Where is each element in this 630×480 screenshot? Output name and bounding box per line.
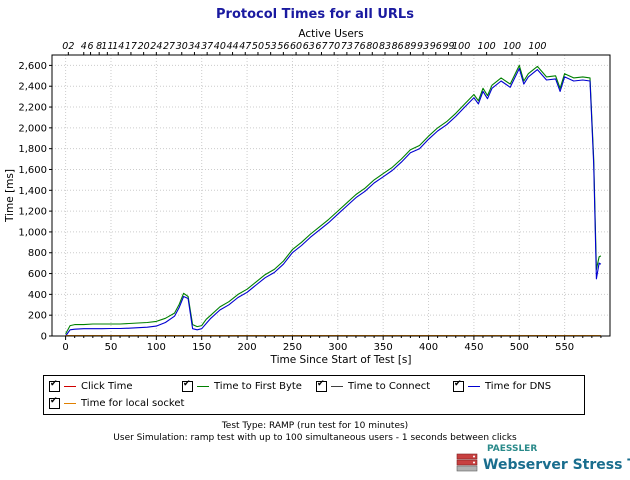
logo-name: Webserver Stress Tool	[483, 457, 630, 473]
swatch-first-byte	[197, 386, 209, 387]
checkbox-first-byte[interactable]	[182, 379, 193, 392]
legend-item-first-byte[interactable]: Time to First Byte	[182, 379, 302, 392]
top-tick-label: 100	[503, 41, 521, 52]
y-axis-label: Time [ms]	[4, 169, 16, 223]
x-tick-label: 0	[62, 342, 68, 353]
top-tick-label: 6	[88, 41, 94, 52]
top-tick-label: 50	[252, 41, 264, 52]
top-tick-label: 30	[176, 41, 188, 52]
top-tick-label: 17	[125, 41, 137, 52]
top-tick-label: 53	[265, 41, 277, 52]
top-tick-label: 86	[392, 41, 404, 52]
top-tick-label: 11	[101, 41, 113, 52]
swatch-dns	[468, 386, 480, 387]
top-tick-label: 100	[528, 41, 546, 52]
y-tick-label: 1,800	[18, 144, 47, 155]
series-line-1	[65, 64, 602, 335]
x-tick-label: 350	[374, 342, 393, 353]
y-tick-label: 1,600	[18, 165, 47, 176]
y-tick-label: 2,200	[18, 103, 47, 114]
top-tick-label: 63	[303, 41, 315, 52]
x-axis-label: Time Since Start of Test [s]	[270, 354, 412, 366]
top-tick-label: 89	[404, 41, 416, 52]
swatch-connect	[331, 386, 343, 387]
top-tick-label: 70	[328, 41, 340, 52]
chart-area: 02004006008001,0001,2001,4001,6001,8002,…	[4, 28, 611, 366]
top-tick-label: 20	[138, 41, 150, 52]
top-tick-label: 40	[214, 41, 226, 52]
top-tick-label: 02	[62, 41, 74, 52]
top-tick-label: 73	[341, 41, 353, 52]
top-tick-label: 83	[379, 41, 391, 52]
checkbox-local-socket[interactable]	[49, 396, 60, 409]
y-tick-label: 2,400	[18, 82, 47, 93]
y-tick-label: 400	[28, 290, 47, 301]
checkbox-connect[interactable]	[316, 379, 327, 392]
top-tick-label: 27	[163, 41, 175, 52]
y-tick-label: 800	[28, 248, 47, 259]
top-tick-label: 100	[452, 41, 470, 52]
x-tick-label: 150	[192, 342, 211, 353]
y-tick-label: 0	[41, 332, 47, 343]
top-tick-label: 67	[315, 41, 327, 52]
legend-item-click-time[interactable]: Click Time	[49, 379, 133, 392]
logo-brand: PAESSLER	[487, 444, 538, 454]
top-tick-label: 93	[417, 41, 429, 52]
top-tick-label: 76	[354, 41, 366, 52]
x-tick-label: 450	[464, 342, 483, 353]
legend-item-local-socket[interactable]: Time for local socket	[49, 396, 185, 409]
y-tick-label: 1,200	[18, 207, 47, 218]
x-tick-label: 100	[147, 342, 166, 353]
top-tick-label: 47	[239, 41, 251, 52]
legend-label-click-time: Click Time	[81, 381, 133, 392]
top-tick-label: 100	[478, 41, 496, 52]
legend-label-dns: Time for DNS	[485, 381, 552, 392]
swatch-click-time	[64, 386, 76, 387]
legend-label-first-byte: Time to First Byte	[214, 381, 302, 392]
legend-item-dns[interactable]: Time for DNS	[453, 379, 552, 392]
top-tick-label: 24	[150, 41, 162, 52]
top-tick-label: 60	[290, 41, 302, 52]
legend-item-connect[interactable]: Time to Connect	[316, 379, 431, 392]
x-tick-label: 50	[105, 342, 118, 353]
legend-label-local-socket: Time for local socket	[81, 398, 185, 409]
top-tick-label: 4	[81, 41, 87, 52]
y-tick-label: 1,000	[18, 227, 47, 238]
top-tick-label: 96	[430, 41, 442, 52]
x-tick-label: 300	[328, 342, 347, 353]
x-tick-label: 550	[555, 342, 574, 353]
top-tick-label: 56	[277, 41, 289, 52]
y-tick-label: 2,000	[18, 123, 47, 134]
top-tick-label: 8	[96, 41, 102, 52]
top-tick-label: 44	[227, 41, 239, 52]
user-simulation-text: User Simulation: ramp test with up to 10…	[113, 433, 517, 443]
checkbox-dns[interactable]	[453, 379, 464, 392]
top-tick-label: 34	[188, 41, 200, 52]
top-tick-label: 37	[201, 41, 213, 52]
x-tick-label: 500	[510, 342, 529, 353]
top-axis-title: Active Users	[298, 28, 363, 40]
x-tick-label: 400	[419, 342, 438, 353]
server-stack-icon	[456, 453, 478, 472]
y-tick-label: 200	[28, 311, 47, 322]
top-tick-label: 80	[366, 41, 378, 52]
plot-frame	[51, 54, 611, 337]
plot-background	[52, 55, 610, 336]
top-tick-label: 14	[112, 41, 124, 52]
chart-title: Protocol Times for all URLs	[216, 7, 414, 22]
series-line-3	[65, 67, 602, 337]
test-type-text: Test Type: RAMP (run test for 10 minutes…	[221, 421, 409, 431]
swatch-local-socket	[64, 403, 76, 404]
y-tick-label: 2,600	[18, 61, 47, 72]
x-tick-label: 250	[283, 342, 302, 353]
top-tick-label: 99	[442, 41, 454, 52]
y-tick-label: 1,400	[18, 186, 47, 197]
x-tick-label: 200	[238, 342, 257, 353]
checkbox-click-time[interactable]	[49, 379, 60, 392]
legend-label-connect: Time to Connect	[348, 381, 431, 392]
y-tick-label: 600	[28, 269, 47, 280]
legend: Click Time Time to First Byte Time to Co…	[43, 375, 585, 415]
